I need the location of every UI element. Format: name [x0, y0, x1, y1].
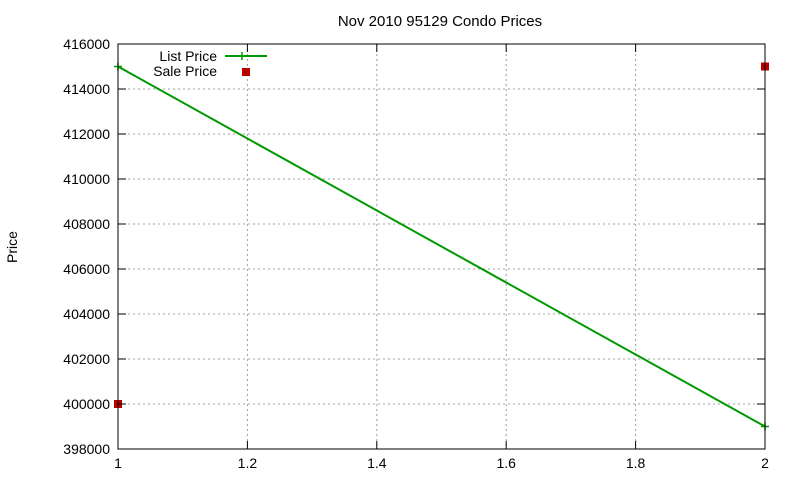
legend-label: List Price — [159, 48, 217, 64]
x-tick-label: 1.6 — [496, 455, 516, 471]
y-tick-label: 412000 — [63, 126, 110, 142]
y-tick-label: 410000 — [63, 171, 110, 187]
plot-frame — [117, 43, 766, 450]
y-tick-label: 404000 — [63, 306, 110, 322]
y-tick-label: 408000 — [63, 216, 110, 232]
y-tick-label: 402000 — [63, 351, 110, 367]
x-tick-label: 2 — [761, 455, 769, 471]
chart-title: Nov 2010 95129 Condo Prices — [338, 13, 542, 30]
y-tick-label: 416000 — [63, 36, 110, 52]
y-tick-label: 398000 — [63, 441, 110, 457]
y-tick-label: 414000 — [63, 81, 110, 97]
y-axis-label: Price — [4, 231, 20, 263]
axis-ticks: 398000 400000 402000 404000 406000 408000 4100… — [63, 36, 769, 471]
legend-label: Sale Price — [153, 63, 217, 79]
x-tick-label: 1 — [114, 455, 122, 471]
x-tick-label: 1.4 — [367, 455, 387, 471]
x-tick-label: 1.8 — [626, 455, 646, 471]
series-layer — [114, 62, 769, 431]
x-tick-label: 1.2 — [238, 455, 258, 471]
y-tick-label: 406000 — [63, 261, 110, 277]
series-line-list-price — [117, 65, 766, 428]
y-tick-label: 400000 — [63, 396, 110, 412]
legend-swatch-square — [242, 68, 250, 76]
